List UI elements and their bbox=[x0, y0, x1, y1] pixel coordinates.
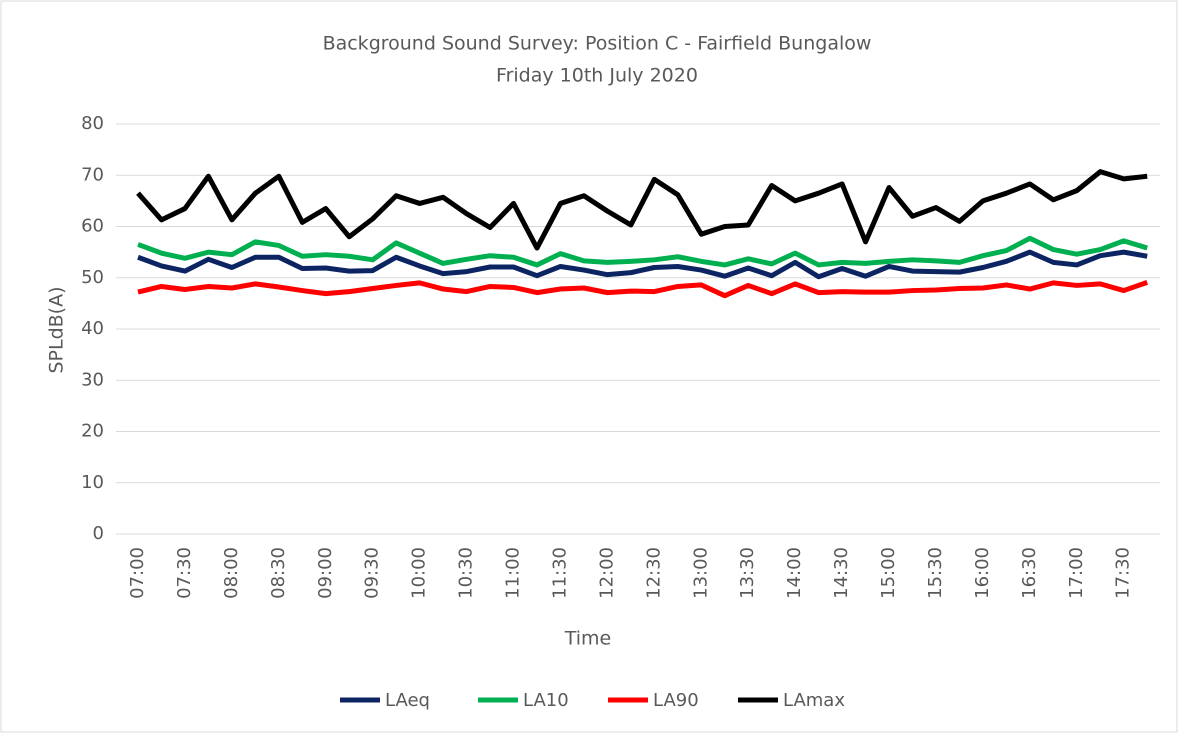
x-tick-label: 13:00 bbox=[690, 547, 711, 599]
series-line bbox=[136, 169, 1148, 251]
y-tick-label: 60 bbox=[81, 216, 104, 237]
y-tick-label: 20 bbox=[81, 421, 104, 442]
y-axis-label: SPLdB(A) bbox=[46, 286, 68, 373]
x-tick-label: 14:30 bbox=[831, 547, 852, 599]
x-axis-label: Time bbox=[564, 628, 612, 650]
x-tick-label: 09:00 bbox=[315, 547, 336, 599]
x-tick-label: 17:00 bbox=[1066, 547, 1087, 599]
chart-title: Background Sound Survey: Position C - Fa… bbox=[323, 33, 872, 55]
x-tick-label: 15:00 bbox=[878, 547, 899, 599]
x-tick-label: 08:00 bbox=[221, 547, 242, 599]
x-tick-label: 10:00 bbox=[409, 547, 430, 599]
legend-label: LA10 bbox=[523, 690, 569, 711]
x-tick-label: 12:30 bbox=[643, 547, 664, 599]
y-tick-label: 70 bbox=[81, 164, 104, 185]
legend-label: LAeq bbox=[385, 690, 430, 711]
x-tick-label: 11:30 bbox=[549, 547, 570, 599]
x-tick-label: 07:00 bbox=[127, 547, 148, 599]
series-line bbox=[137, 280, 1149, 299]
x-tick-label: 14:00 bbox=[784, 547, 805, 599]
x-tick-label: 10:30 bbox=[456, 547, 477, 599]
y-tick-label: 10 bbox=[81, 472, 104, 493]
x-tick-label: 16:00 bbox=[972, 547, 993, 599]
x-tick-label: 16:30 bbox=[1019, 547, 1040, 599]
chart-subtitle: Friday 10th July 2020 bbox=[496, 65, 698, 87]
x-tick-label: 09:30 bbox=[362, 547, 383, 599]
legend-label: LA90 bbox=[653, 690, 699, 711]
x-tick-label: 15:30 bbox=[925, 547, 946, 599]
series-line bbox=[137, 235, 1148, 268]
x-tick-label: 13:30 bbox=[737, 547, 758, 599]
y-tick-label: 40 bbox=[81, 318, 104, 339]
x-tick-label: 08:30 bbox=[268, 547, 289, 599]
y-tick-label: 0 bbox=[93, 523, 104, 544]
y-tick-label: 80 bbox=[81, 113, 104, 134]
x-tick-label: 07:30 bbox=[174, 547, 195, 599]
series-line bbox=[137, 249, 1148, 280]
y-tick-label: 30 bbox=[81, 369, 104, 390]
x-tick-label: 12:00 bbox=[596, 547, 617, 599]
x-tick-label: 17:30 bbox=[1113, 547, 1134, 599]
y-tick-label: 50 bbox=[81, 267, 104, 288]
x-tick-label: 11:00 bbox=[503, 547, 524, 599]
legend-label: LAmax bbox=[783, 690, 845, 711]
